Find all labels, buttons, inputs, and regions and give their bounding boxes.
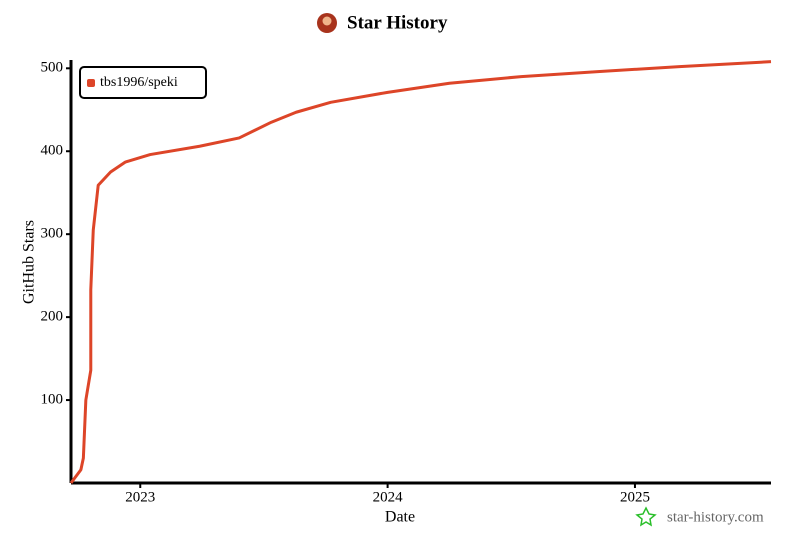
y-tick-label: 400 (41, 143, 64, 159)
legend-label: tbs1996/speki (100, 75, 178, 90)
y-axis-label: GitHub Stars (21, 220, 38, 304)
y-tick-label: 300 (41, 226, 64, 242)
watermark-icon (635, 506, 657, 527)
x-tick-label: 2025 (620, 489, 650, 505)
watermark: star-history.com (667, 509, 764, 525)
y-tick-label: 100 (41, 391, 64, 407)
x-tick-label: 2023 (125, 489, 155, 505)
x-axis-label: Date (385, 509, 415, 526)
avatar-face (322, 16, 332, 26)
legend-box (79, 66, 207, 99)
series-line (69, 60, 772, 484)
y-tick-label: 500 (41, 60, 64, 76)
y-tick-label: 200 (41, 309, 64, 325)
legend-swatch (87, 79, 95, 87)
chart-title: Star History (347, 12, 448, 33)
x-tick-label: 2024 (373, 489, 404, 505)
